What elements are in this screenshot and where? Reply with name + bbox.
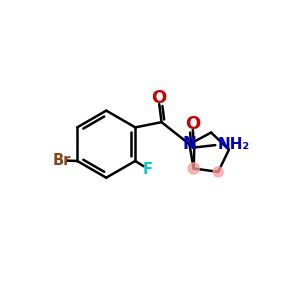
Text: F: F (142, 162, 152, 177)
Text: N: N (182, 135, 196, 153)
Text: O: O (152, 88, 167, 106)
Text: O: O (185, 115, 200, 133)
Text: Br: Br (53, 153, 71, 168)
Circle shape (213, 167, 223, 177)
Text: NH₂: NH₂ (218, 137, 250, 152)
Circle shape (188, 163, 199, 174)
